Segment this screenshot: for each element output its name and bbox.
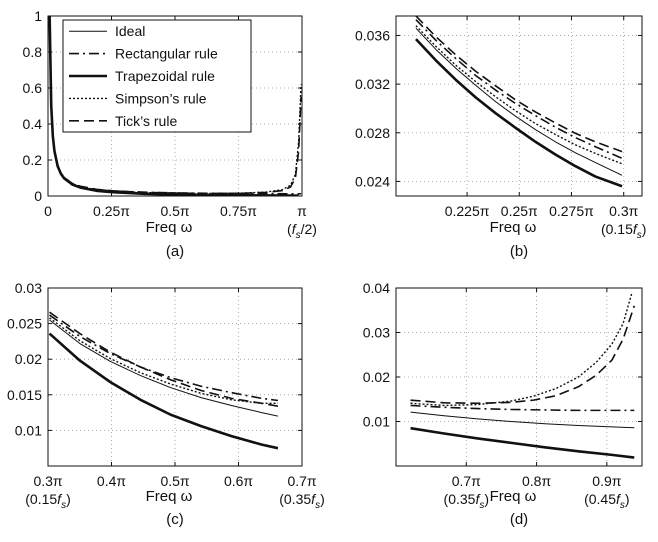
y-tick-label: 0 — [34, 188, 42, 204]
panel-label: (c) — [166, 511, 184, 528]
x-tick-label: 0.25π — [501, 203, 538, 219]
y-tick-label: 0.028 — [355, 125, 390, 141]
x-tick-label: 0.75π — [220, 203, 257, 219]
x-tick-label: π — [297, 203, 307, 219]
x-tick-label: 0.3π — [609, 203, 638, 219]
y-tick-label: 0.024 — [355, 173, 390, 189]
y-tick-label: 0.8 — [23, 44, 43, 60]
y-tick-label: 0.4 — [23, 116, 43, 132]
y-tick-label: 0.02 — [363, 369, 390, 385]
legend-label: Ideal — [115, 23, 145, 39]
series-line-dashdot — [49, 314, 279, 402]
x-axis-label: Freq ω — [146, 488, 193, 505]
x-tick-label: 0.8π — [522, 473, 551, 489]
x-tick-label: 0.6π — [224, 473, 253, 489]
x-tick-label: 0.275π — [549, 203, 594, 219]
series-line-dashed — [415, 16, 623, 153]
x-tick-label: 0.7π — [452, 473, 481, 489]
legend-label: Trapezoidal rule — [115, 68, 215, 84]
series-line-dashdot — [415, 19, 623, 160]
x-tick-label: 0.25π — [93, 203, 130, 219]
y-tick-label: 0.036 — [355, 27, 390, 43]
x-tick-label: 0.9π — [592, 473, 621, 489]
panel-b: 0.225π 0.25π 0.275π 0.3π (0.15fs) 0.024 0.028 0… — [355, 15, 646, 260]
series-line-thin — [415, 27, 623, 176]
legend-label: Simpson’s rule — [115, 90, 207, 106]
y-tick-label: 0.04 — [363, 280, 390, 296]
series-line-dashed — [48, 16, 302, 195]
x-tick-sublabel: (0.15fs) — [25, 491, 70, 511]
series-line-dashed — [49, 311, 279, 407]
series-line-thick — [415, 38, 623, 188]
x-tick-label: 0.5π — [160, 203, 189, 219]
panel-label: (d) — [510, 511, 528, 528]
panel-d: 0.7π (0.35fs) 0.8π 0.9π (0.45fs) 0.01 0.02 0.03… — [363, 280, 643, 528]
y-tick-label: 0.01 — [363, 414, 390, 430]
x-tick-sublabel: (0.45fs) — [584, 491, 629, 511]
y-tick-label: 0.032 — [355, 76, 390, 92]
series-line-thick — [410, 426, 635, 459]
y-tick-label: 0.025 — [7, 316, 42, 332]
x-axis-label: Freq ω — [146, 219, 193, 236]
x-tick-label: 0.7π — [287, 473, 316, 489]
x-tick-sublabel: (0.35fs) — [444, 491, 489, 511]
y-tick-label: 0.6 — [23, 80, 43, 96]
series-line-dotted — [410, 292, 633, 407]
series-line-dashdot — [410, 404, 635, 412]
x-axis-label: Freq ω — [490, 219, 537, 236]
x-tick-label: 0.4π — [97, 473, 126, 489]
y-tick-label: 0.015 — [7, 387, 42, 403]
x-tick-sublabel: (fs/2) — [287, 221, 317, 241]
y-tick-label: 0.01 — [15, 422, 42, 438]
legend: Ideal Rectangular rule Trapezoidal rule Sim… — [62, 19, 252, 133]
y-tick-label: 1 — [34, 8, 42, 24]
y-tick-label: 0.03 — [15, 280, 42, 296]
x-tick-label: 0 — [44, 203, 52, 219]
x-tick-sublabel: (0.15fs) — [601, 221, 646, 241]
series-line-dotted — [49, 317, 278, 405]
y-tick-label: 0.03 — [363, 325, 390, 341]
x-axis-label: Freq ω — [490, 488, 537, 505]
x-tick-sublabel: (0.35fs) — [279, 491, 324, 511]
panel-c: 0.3π (0.15fs) 0.4π 0.5π 0.6π 0.7π (0.35fs) 0.01… — [7, 280, 325, 528]
y-tick-label: 0.2 — [23, 152, 43, 168]
panel-a: 0 0.25π 0.5π 0.75π π (fs/2) 0 0.2 0.4 0.6 0.8 1 Freq… — [23, 8, 317, 260]
x-tick-label: 0.3π — [33, 473, 62, 489]
y-tick-label: 0.02 — [15, 351, 42, 367]
x-tick-label: 0.225π — [445, 203, 490, 219]
panel-label: (a) — [166, 243, 184, 260]
series-line-thick — [48, 332, 279, 450]
series-line-thin — [410, 411, 635, 429]
x-tick-label: 0.5π — [160, 473, 189, 489]
legend-label: Tick’s rule — [115, 113, 177, 129]
panel-label: (b) — [510, 243, 528, 260]
legend-label: Rectangular rule — [115, 46, 218, 62]
series-line-thin — [49, 319, 279, 417]
